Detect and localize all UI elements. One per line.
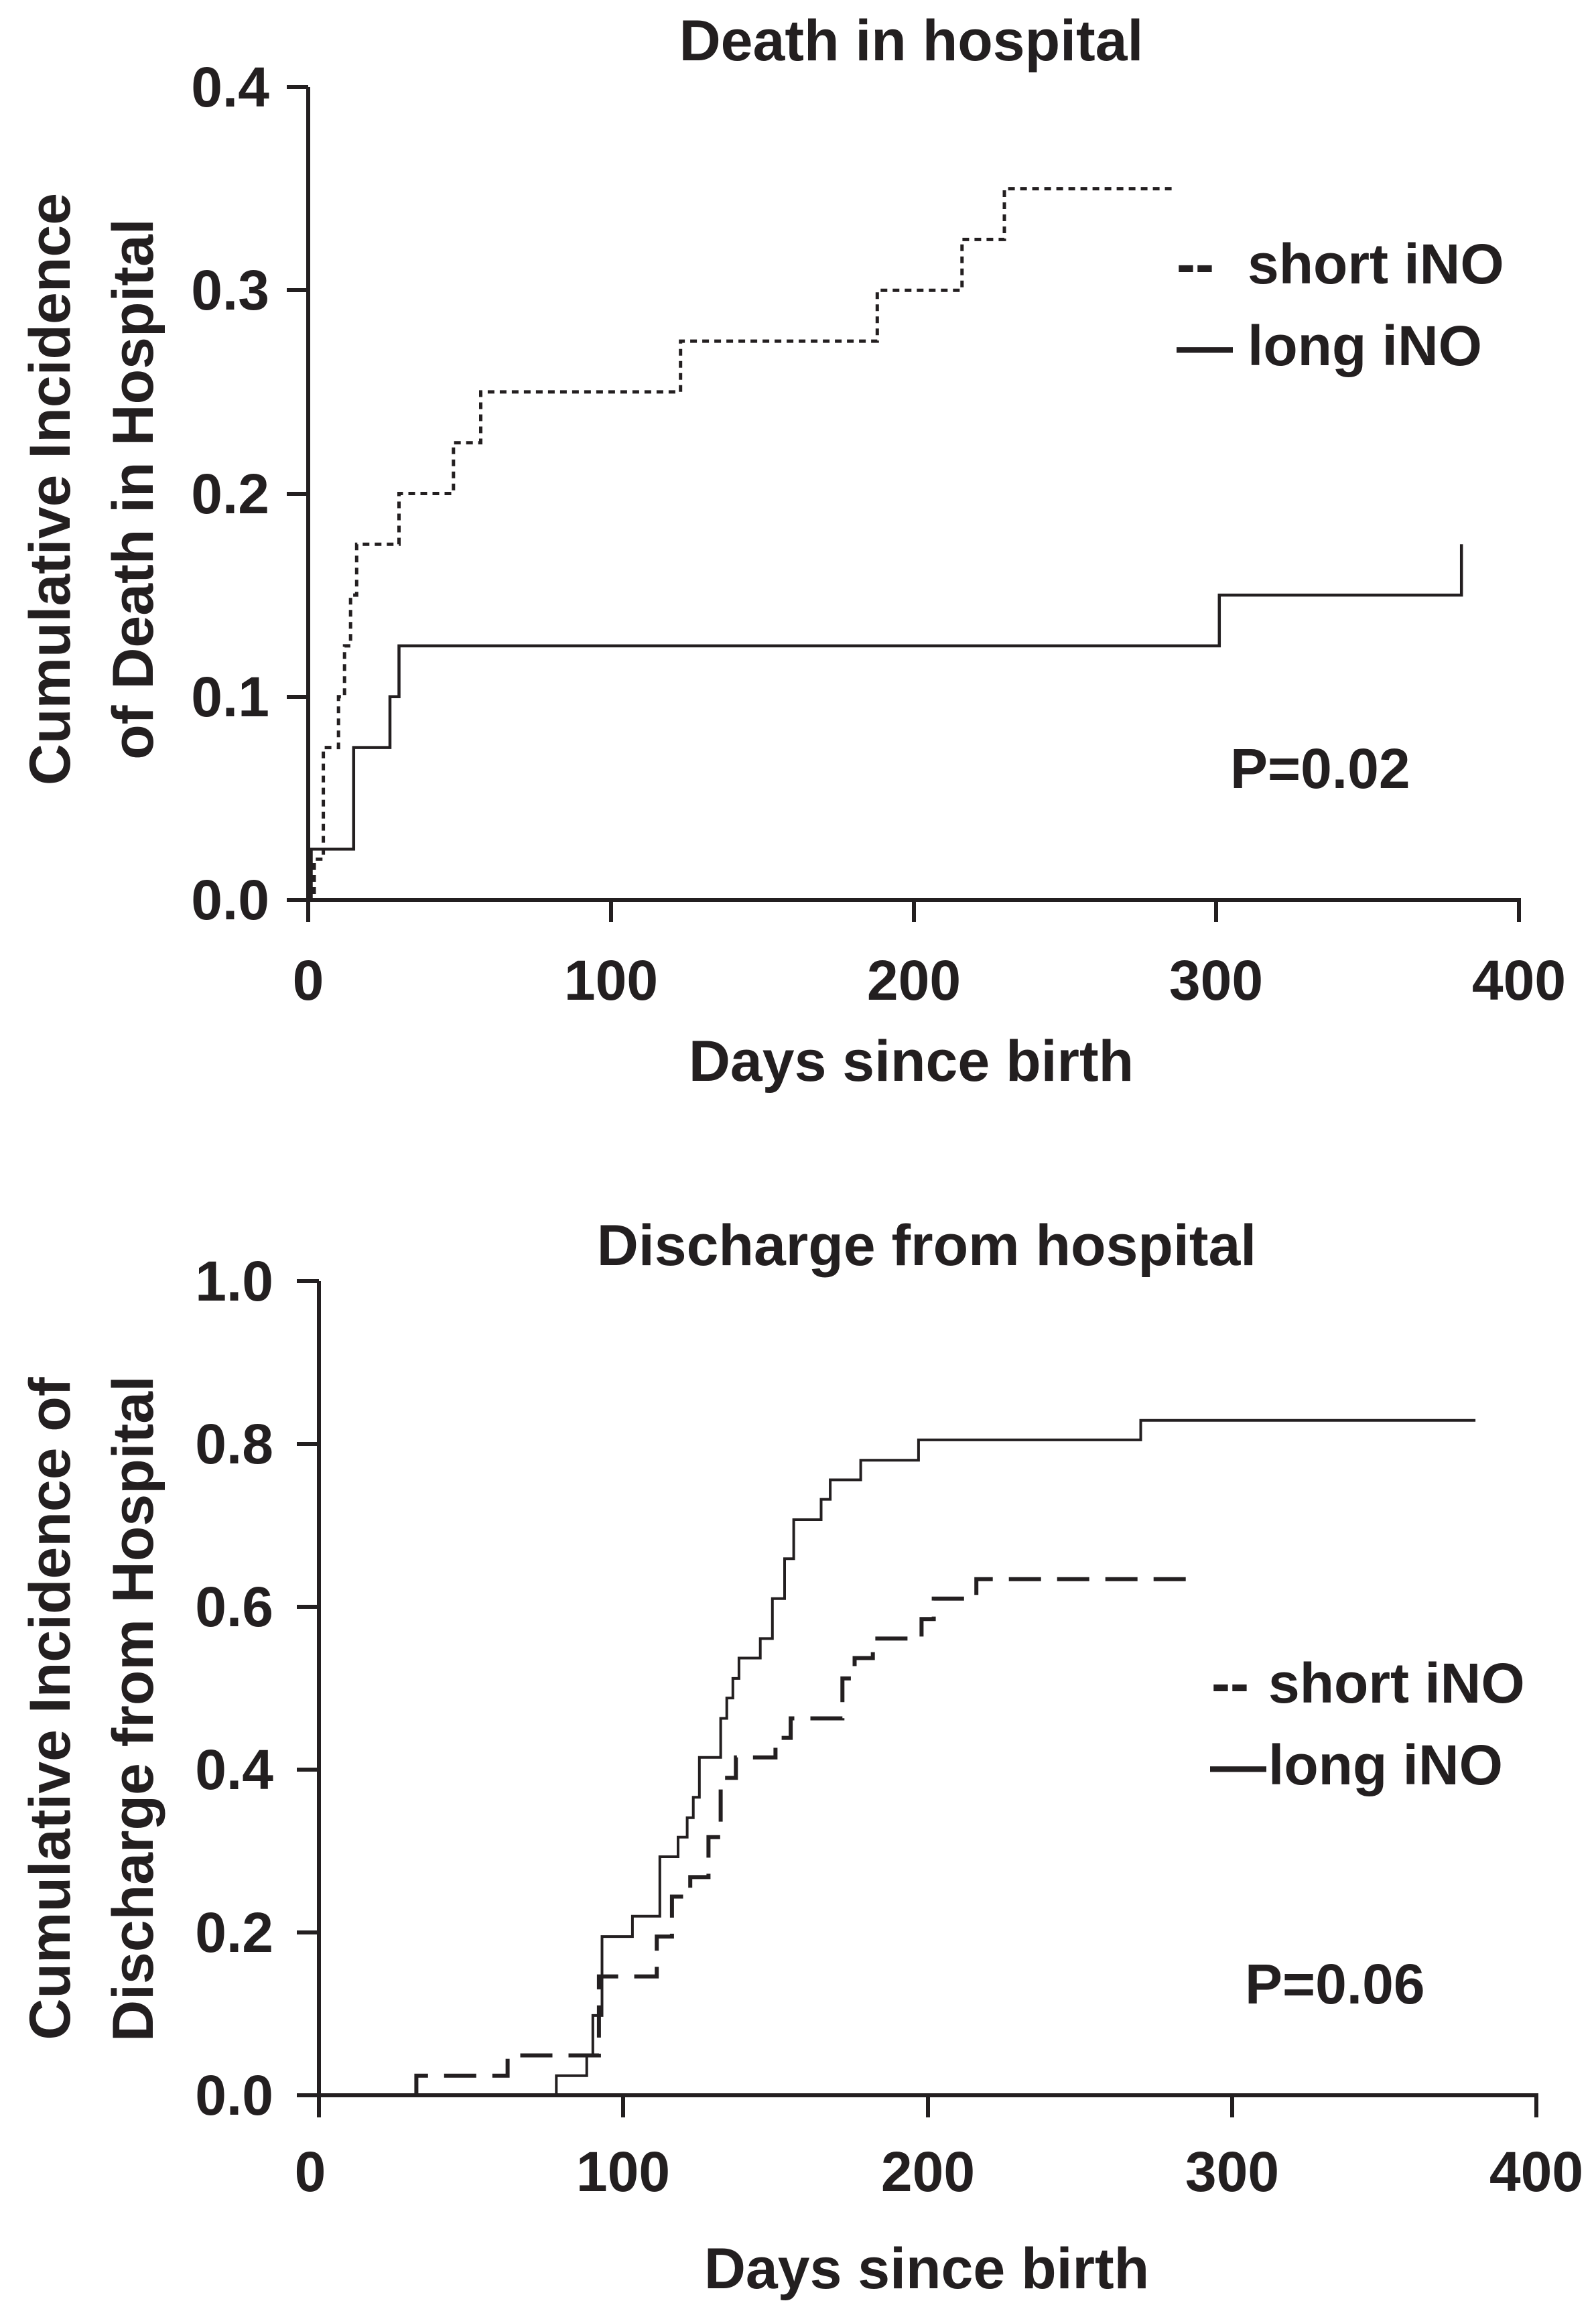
death-x-axis-label: Days since birth xyxy=(689,1029,1134,1094)
death-y-axis-label-line-2: of Death in Hospital xyxy=(101,218,165,759)
death-x-tick-label-2: 200 xyxy=(867,949,961,1012)
discharge-y-tick-label-4: 0.8 xyxy=(195,1412,273,1475)
discharge-legend-symbol-short: -- xyxy=(1211,1652,1249,1715)
death-series-short-ino xyxy=(308,187,1174,902)
discharge-y-axis-label-line-1: Cumulative Incidence of xyxy=(18,1377,82,2040)
death-y-tick-label-0: 0.0 xyxy=(191,868,269,931)
death-y-axis-label-line-1: Cumulative Incidence xyxy=(18,193,82,785)
discharge-y-tick-label-3: 0.6 xyxy=(195,1575,273,1638)
discharge-y-tick-label-5: 1.0 xyxy=(195,1250,273,1313)
discharge-x-tick-label-1: 100 xyxy=(576,2140,670,2203)
discharge-legend-label-short: short iNO xyxy=(1268,1652,1525,1715)
death-legend-label-long: long iNO xyxy=(1248,314,1482,377)
death-chart-title: Death in hospital xyxy=(679,9,1144,73)
discharge-x-tick-label-3: 300 xyxy=(1185,2140,1279,2203)
death-x-tick-label-0: 0 xyxy=(293,949,324,1012)
death-chart: Death in hospital Cumulative Incidence o… xyxy=(18,9,1566,1094)
death-y-ticks: 0.0 0.1 0.2 0.3 0.4 xyxy=(191,56,308,931)
discharge-x-ticks: 0 100 200 300 400 xyxy=(295,2095,1583,2203)
discharge-series-long-ino xyxy=(555,1419,1476,2095)
death-y-tick-label-4: 0.4 xyxy=(191,56,269,119)
discharge-x-axis-label: Days since birth xyxy=(704,2237,1149,2301)
discharge-chart-title: Discharge from hospital xyxy=(597,1213,1256,1278)
discharge-series-short-ino xyxy=(319,1577,1187,2097)
death-x-tick-label-1: 100 xyxy=(564,949,658,1012)
discharge-p-value: P=0.06 xyxy=(1245,1953,1425,2016)
death-series-long-ino xyxy=(308,544,1463,902)
discharge-chart: Discharge from hospital Cumulative Incid… xyxy=(18,1213,1583,2301)
discharge-y-axis-label: Cumulative Incidence of Discharge from H… xyxy=(18,1376,165,2042)
death-legend-label-short: short iNO xyxy=(1248,233,1504,295)
discharge-y-tick-label-0: 0.0 xyxy=(195,2064,273,2127)
death-legend-symbol-short: -- xyxy=(1177,233,1214,295)
death-y-tick-label-1: 0.1 xyxy=(191,665,269,728)
discharge-legend-label-long: long iNO xyxy=(1268,1733,1503,1796)
discharge-legend: -- short iNO — long iNO xyxy=(1210,1652,1525,1796)
discharge-x-tick-label-0: 0 xyxy=(295,2140,326,2203)
discharge-x-tick-label-2: 200 xyxy=(881,2140,975,2203)
death-p-value: P=0.02 xyxy=(1230,737,1410,800)
discharge-y-axis-label-line-2: Discharge from Hospital xyxy=(101,1376,165,2042)
discharge-y-tick-label-2: 0.4 xyxy=(195,1738,273,1801)
death-y-axis-label: Cumulative Incidence of Death in Hospita… xyxy=(18,193,165,785)
death-x-tick-label-4: 400 xyxy=(1472,949,1566,1012)
discharge-y-ticks: 0.0 0.2 0.4 0.6 0.8 1.0 xyxy=(195,1250,319,2127)
death-x-tick-label-3: 300 xyxy=(1169,949,1263,1012)
death-x-ticks: 0 100 200 300 400 xyxy=(293,900,1566,1012)
discharge-y-tick-label-1: 0.2 xyxy=(195,1901,273,1964)
death-legend: -- short iNO — long iNO xyxy=(1177,233,1504,377)
discharge-legend-symbol-long: — xyxy=(1210,1733,1266,1796)
discharge-x-tick-label-4: 400 xyxy=(1489,2140,1583,2203)
death-y-tick-label-3: 0.3 xyxy=(191,259,269,322)
death-y-tick-label-2: 0.2 xyxy=(191,462,269,525)
death-legend-symbol-long: — xyxy=(1177,314,1233,377)
